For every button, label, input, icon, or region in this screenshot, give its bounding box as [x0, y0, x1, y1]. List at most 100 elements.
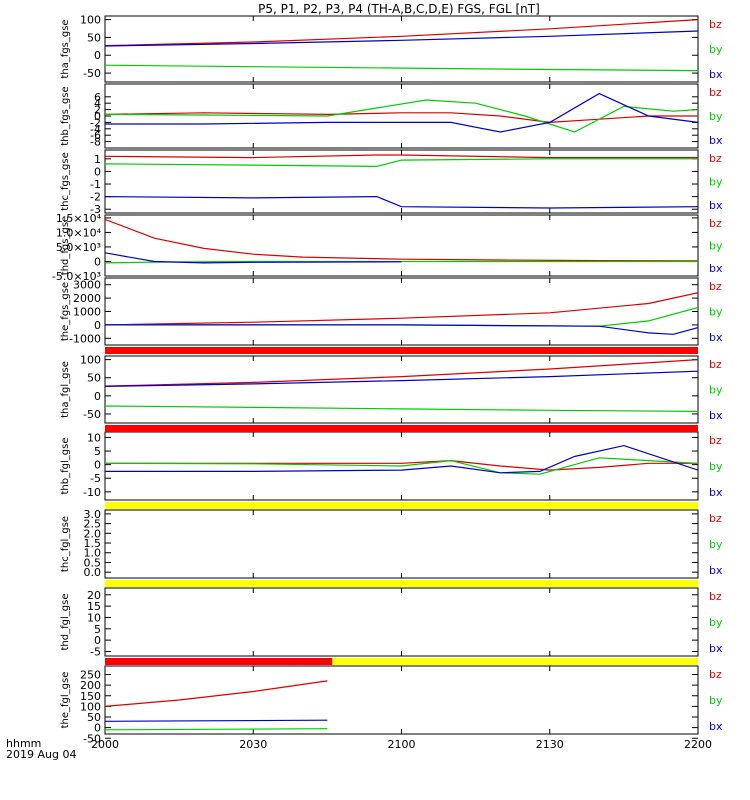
y-tick-label: 200: [80, 679, 101, 692]
legend-bx: bx: [709, 642, 723, 655]
y-tick-label: 3000: [73, 279, 101, 292]
y-tick-label: 0: [94, 459, 101, 472]
status-bar-segment: [105, 347, 698, 354]
series-by: [105, 405, 698, 412]
series-bz: [105, 218, 698, 262]
series-by: [105, 158, 698, 168]
x-axis: 2000 2030 2100 2130 2200: [91, 738, 712, 751]
legend-by: by: [709, 176, 723, 189]
series-bx: [105, 92, 698, 133]
y-tick-label: 3.0: [84, 508, 102, 521]
y-axis-label: the_fgs_gse: [60, 282, 71, 341]
panel-thc_fgs_gse: 10-1-2-3 thc_fgs_gse bz by bx: [60, 149, 723, 216]
y-tick-label: 1000: [73, 306, 101, 319]
status-bar-segment: [105, 502, 698, 509]
y-tick-label: -50: [83, 67, 101, 80]
panel-frame: [104, 149, 699, 214]
y-axis-label: thc_fgs_gse: [60, 152, 71, 211]
legend-bz: bz: [709, 434, 722, 447]
x-tick-label: 2100: [388, 738, 416, 751]
y-tick-label: -10: [83, 486, 101, 499]
y-tick-label: 2.0: [84, 527, 102, 540]
y-tick-label: 100: [80, 700, 101, 713]
legend-bx: bx: [709, 486, 723, 499]
legend-bz: bz: [709, 86, 722, 99]
legend-by: by: [709, 460, 723, 473]
y-axis-label: tha_fgl_gse: [60, 361, 71, 418]
y-tick-label: 0: [94, 634, 101, 647]
y-tick-label: -1000: [69, 332, 101, 345]
legend-by: by: [709, 110, 723, 123]
series-bz: [105, 292, 698, 326]
y-tick-label: 2: [94, 104, 101, 117]
footer-hhmm: hhmm: [6, 737, 41, 750]
panel-frame: [104, 665, 699, 735]
legend-bx: bx: [709, 564, 723, 577]
y-tick-label: 1.5: [84, 537, 102, 550]
y-axis-label: thd_fgs_gse: [60, 216, 71, 275]
panel-frame: [104, 587, 699, 657]
x-tick-label: 2200: [684, 738, 712, 751]
legend-bz: bz: [709, 668, 722, 681]
y-tick-label: -50: [83, 732, 101, 745]
legend-by: by: [709, 538, 723, 551]
legend-by: by: [709, 616, 723, 629]
y-tick-label: 20: [87, 589, 101, 602]
y-tick-label: 2000: [73, 292, 101, 305]
panel-frame: [104, 277, 699, 346]
y-tick-label: -50: [83, 408, 101, 421]
series-bz: [105, 154, 698, 159]
legend-by: by: [709, 240, 723, 253]
series-by: [105, 99, 698, 133]
x-tick-label: 2130: [536, 738, 564, 751]
legend-bz: bz: [709, 152, 722, 165]
legend-bx: bx: [709, 199, 723, 212]
y-tick-label: 1.0: [84, 547, 102, 560]
y-tick-label: 100: [80, 354, 101, 367]
x-tick-label: 2030: [239, 738, 267, 751]
series-bx: [105, 30, 698, 47]
panel-frame: [104, 83, 699, 149]
panel-frame: [104, 355, 699, 424]
y-tick-label: 0: [94, 49, 101, 62]
legend-by: by: [709, 43, 723, 56]
y-tick-label: 0: [94, 255, 101, 268]
y-tick-label: 6: [94, 91, 101, 104]
y-tick-label: 0: [94, 722, 101, 735]
legend-bx: bx: [709, 720, 723, 733]
y-tick-label: 0: [94, 110, 101, 123]
legend-bz: bz: [709, 217, 722, 230]
status-bar-segment: [332, 658, 698, 665]
x-tick-label: 2000: [91, 738, 119, 751]
y-tick-label: -2: [90, 191, 101, 204]
y-tick-label: -8: [90, 136, 101, 149]
legend-bz: bz: [709, 512, 722, 525]
y-axis-label: the_fgl_gse: [60, 672, 71, 729]
panel-frame: [104, 509, 699, 579]
panel-thc_fgl_gse: 3.02.52.01.51.00.50.0 thc_fgl_gse bz by bx: [60, 508, 723, 579]
y-tick-label: -5: [90, 645, 101, 658]
y-tick-label: 100: [80, 14, 101, 27]
plot-title: P5, P1, P2, P3, P4 (TH-A,B,C,D,E) FGS, F…: [258, 2, 540, 16]
y-tick-label: 50: [87, 372, 101, 385]
y-tick-label: 10: [87, 611, 101, 624]
y-axis-label: thb_fgl_gse: [60, 438, 71, 495]
series-bz: [105, 680, 328, 707]
y-tick-label: 250: [80, 669, 101, 682]
legend-bx: bx: [709, 134, 723, 147]
y-tick-label: -6: [90, 129, 101, 142]
series-bz: [105, 19, 698, 47]
y-tick-label: 5: [94, 445, 101, 458]
y-axis-label: tha_fgs_gse: [60, 19, 71, 78]
y-tick-label: -3: [90, 203, 101, 216]
legend-by: by: [709, 306, 723, 319]
y-tick-label: 4: [94, 97, 101, 110]
series-by: [105, 260, 698, 264]
legend-bx: bx: [709, 331, 723, 344]
series-by: [105, 728, 328, 731]
status-bar-segment: [105, 580, 698, 587]
